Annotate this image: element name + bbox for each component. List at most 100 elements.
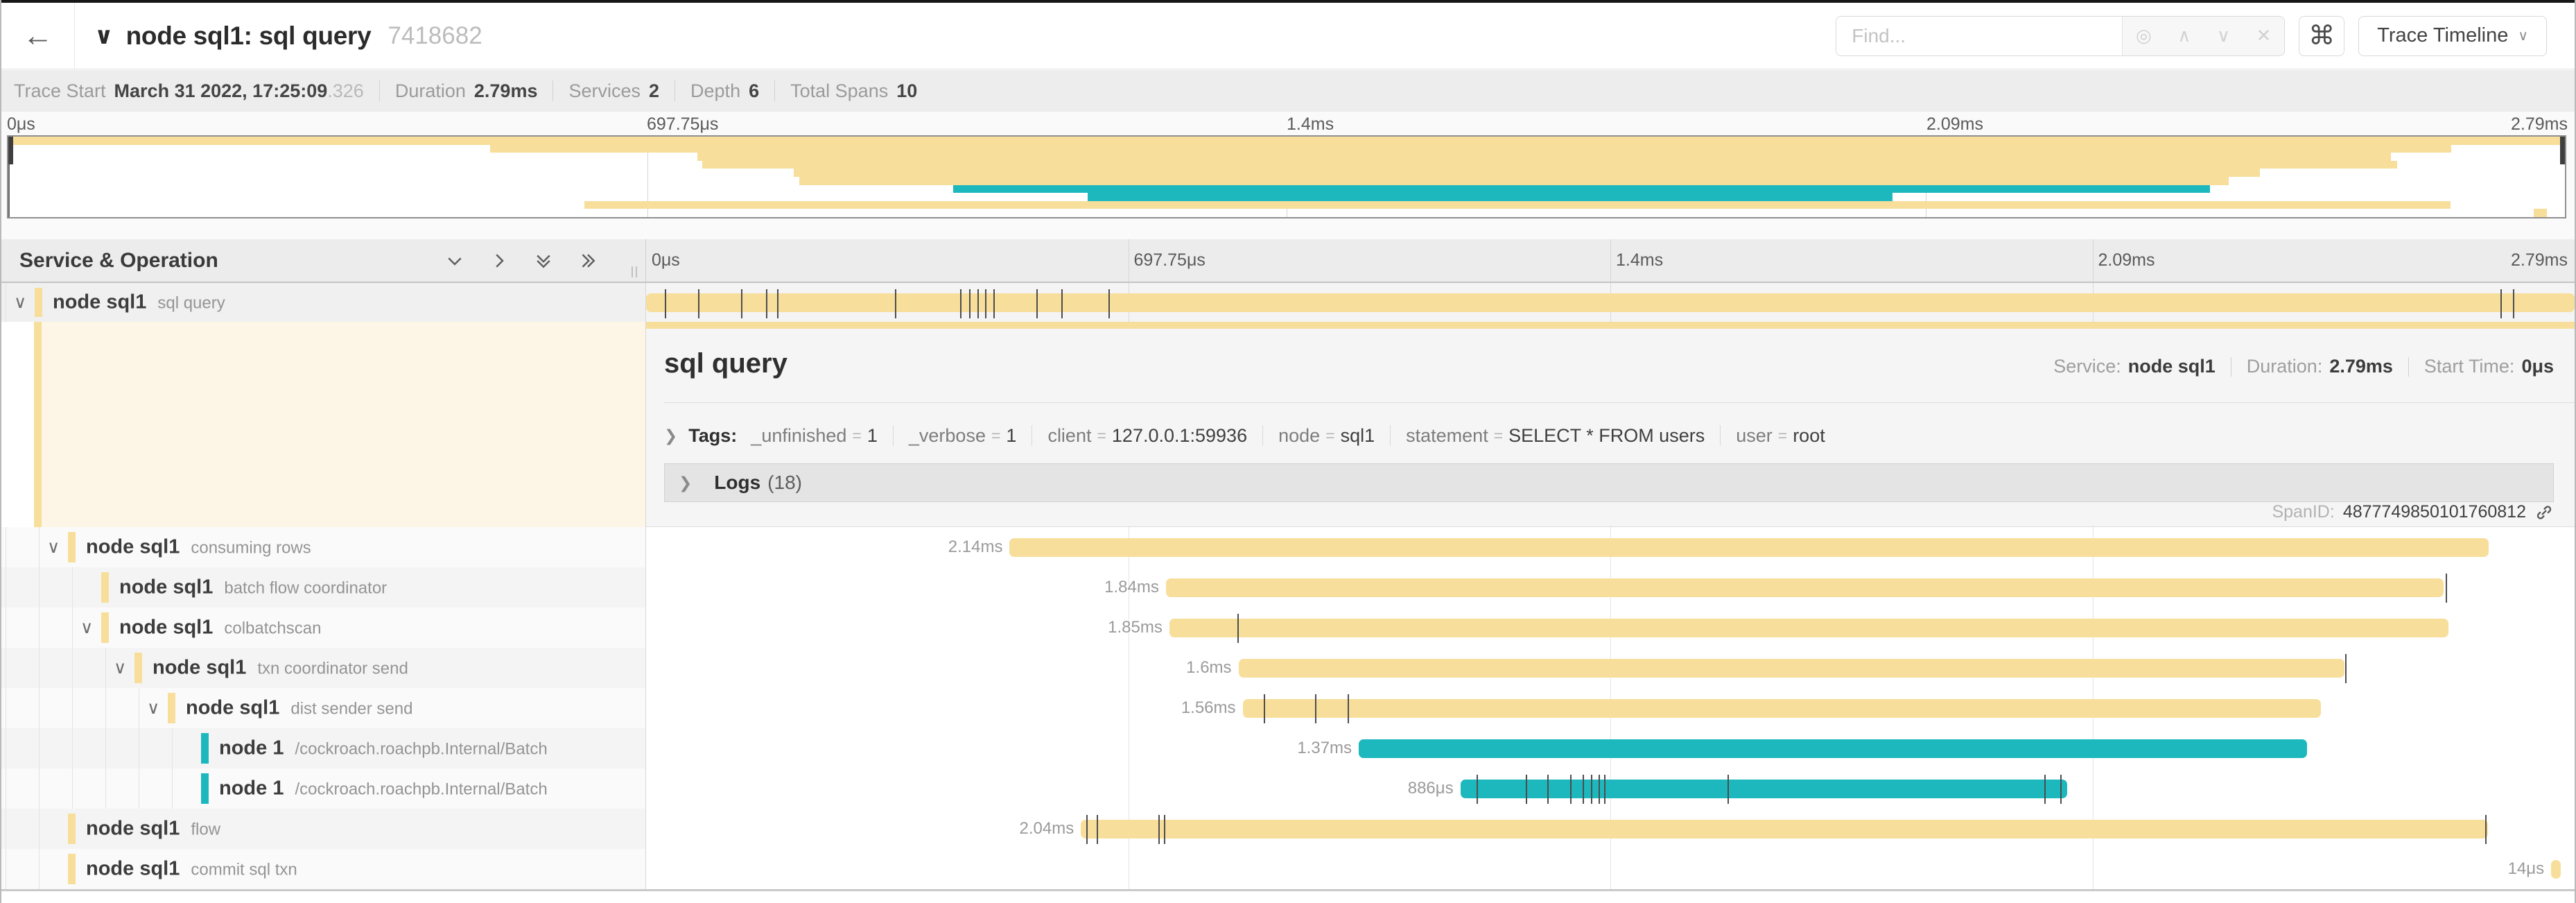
span-color-accent bbox=[101, 612, 109, 643]
span-tree-cell[interactable]: node 1/cockroach.roachpb.Internal/Batch bbox=[1, 768, 646, 809]
trace-info-item: Total Spans 10 bbox=[790, 80, 918, 101]
span-row[interactable]: node sql1 flow 2.04ms bbox=[1, 809, 2575, 849]
span-log-tick bbox=[2044, 775, 2046, 804]
expand-all-icon[interactable] bbox=[577, 250, 598, 271]
span-tree-cell[interactable]: ∨ node sql1 dist sender send bbox=[1, 688, 646, 728]
span-tree-cell[interactable]: node sql1 commit sql txn bbox=[1, 849, 646, 889]
span-log-tick bbox=[1570, 775, 1572, 804]
span-duration-label: 886μs bbox=[1407, 779, 1454, 798]
span-duration-bar[interactable] bbox=[1165, 578, 2444, 597]
span-duration-bar[interactable] bbox=[1460, 780, 2068, 798]
expand-one-icon[interactable] bbox=[489, 250, 510, 271]
indent-guide bbox=[72, 648, 73, 688]
span-bar-cell[interactable]: 886μs bbox=[646, 768, 2575, 809]
span-bar-cell[interactable] bbox=[646, 283, 2575, 322]
match-case-icon[interactable]: ◎ bbox=[2136, 25, 2152, 46]
collapse-span-chevron-icon[interactable]: ∨ bbox=[114, 658, 127, 678]
indent-guide bbox=[39, 688, 40, 728]
span-bar-cell[interactable]: 1.85ms bbox=[646, 608, 2575, 648]
keyboard-shortcuts-button[interactable]: ⌘ bbox=[2299, 15, 2345, 56]
span-bar-cell[interactable]: 2.04ms bbox=[646, 809, 2575, 849]
span-tree-cell[interactable]: ∨ node sql1 sql query bbox=[1, 283, 646, 322]
collapse-trace-chevron-icon[interactable]: ∨ bbox=[94, 22, 114, 49]
span-duration-label: 1.84ms bbox=[1104, 578, 1159, 596]
link-icon[interactable] bbox=[2534, 503, 2554, 522]
span-detail-left-fill bbox=[42, 322, 645, 527]
top-bar-actions: ◎ ∧ ∨ ✕ ⌘ Trace Timeline ∨ bbox=[1836, 15, 2575, 56]
span-duration-label: 1.85ms bbox=[1108, 618, 1163, 637]
tag-item: client = 127.0.0.1:59936 bbox=[1047, 424, 1248, 446]
timeline-axis: 0μs 697.75μs 1.4ms 2.09ms 2.79ms bbox=[646, 239, 2575, 282]
span-detail-panel: sql query Service: node sql1 Duration: 2… bbox=[646, 322, 2575, 527]
span-bar-cell[interactable]: 1.6ms bbox=[646, 648, 2575, 688]
span-duration-bar[interactable] bbox=[1242, 699, 2322, 718]
minimap-span-bar bbox=[8, 137, 2565, 145]
minimap-canvas[interactable] bbox=[7, 135, 2566, 218]
span-bar-cell[interactable]: 14μs bbox=[646, 849, 2575, 889]
span-bar-cell[interactable]: 1.56ms bbox=[646, 688, 2575, 728]
span-row[interactable]: node 1/cockroach.roachpb.Internal/Batch 8… bbox=[1, 768, 2575, 809]
overview-tick-label: 697.75μs bbox=[647, 114, 719, 134]
logs-accordion[interactable]: ❯ Logs (18) bbox=[664, 463, 2554, 502]
trace-timeline-dropdown[interactable]: Trace Timeline ∨ bbox=[2358, 15, 2547, 56]
trace-title-wrap[interactable]: ∨ node sql1: sql query 7418682 bbox=[94, 22, 482, 51]
axis-gridline bbox=[2092, 239, 2094, 282]
span-bar-cell[interactable]: 1.37ms bbox=[646, 728, 2575, 768]
prev-result-icon[interactable]: ∧ bbox=[2177, 25, 2191, 46]
indent-guide bbox=[39, 648, 40, 688]
span-duration-bar[interactable] bbox=[1009, 538, 2489, 557]
service-operation-title: Service & Operation bbox=[19, 248, 218, 272]
overview-tick-label: 0μs bbox=[7, 114, 35, 134]
collapse-span-chevron-icon[interactable]: ∨ bbox=[80, 618, 94, 637]
span-row[interactable]: ∨ node sql1 sql query bbox=[1, 283, 2575, 322]
span-row[interactable]: node 1/cockroach.roachpb.Internal/Batch 1… bbox=[1, 728, 2575, 768]
viewport-scrubber-handle[interactable] bbox=[2560, 137, 2565, 164]
span-log-tick bbox=[968, 289, 971, 318]
operation-name: dist sender send bbox=[290, 699, 413, 719]
service-name: node sql1 txn coordinator send bbox=[153, 656, 408, 679]
viewport-scrubber-line[interactable] bbox=[8, 137, 10, 217]
span-duration-bar[interactable] bbox=[1081, 820, 2489, 839]
span-duration-bar[interactable] bbox=[1238, 659, 2344, 678]
collapse-span-chevron-icon[interactable]: ∨ bbox=[14, 293, 27, 312]
viewport-scrubber-handle[interactable] bbox=[8, 137, 13, 164]
span-duration-bar[interactable] bbox=[646, 293, 2575, 312]
span-row[interactable]: node sql1 commit sql txn 14μs bbox=[1, 849, 2575, 889]
span-log-tick bbox=[977, 289, 979, 318]
span-row[interactable]: ∨ node sql1 dist sender send 1.56ms bbox=[1, 688, 2575, 728]
back-button[interactable]: ← bbox=[1, 3, 75, 69]
span-row[interactable]: ∨ node sql1 colbatchscan 1.85ms bbox=[1, 608, 2575, 648]
find-input[interactable] bbox=[1836, 16, 2123, 55]
span-duration-bar[interactable] bbox=[2551, 860, 2561, 879]
collapse-span-chevron-icon[interactable]: ∨ bbox=[47, 538, 60, 557]
span-tree-cell[interactable]: node sql1 batch flow coordinator bbox=[1, 567, 646, 608]
span-tree-cell[interactable]: node sql1 flow bbox=[1, 809, 646, 849]
span-tree-cell[interactable]: ∨ node sql1 txn coordinator send bbox=[1, 648, 646, 688]
span-row[interactable]: ∨ node sql1 consuming rows 2.14ms bbox=[1, 527, 2575, 567]
collapse-one-icon[interactable] bbox=[444, 250, 465, 271]
span-row[interactable]: node sql1 batch flow coordinator 1.84ms bbox=[1, 567, 2575, 608]
tags-accordion[interactable]: ❯ Tags: _unfinished = 1 _verbose = 1 client = 12… bbox=[664, 416, 2554, 455]
next-result-icon[interactable]: ∨ bbox=[2216, 25, 2231, 46]
find-box: ◎ ∧ ∨ ✕ bbox=[1836, 15, 2286, 56]
span-tree-cell[interactable]: node 1/cockroach.roachpb.Internal/Batch bbox=[1, 728, 646, 768]
span-tree-cell[interactable]: ∨ node sql1 consuming rows bbox=[1, 527, 646, 567]
collapse-span-chevron-icon[interactable]: ∨ bbox=[147, 698, 160, 718]
indent-guide bbox=[105, 768, 106, 809]
window-top-edge bbox=[1, 0, 2575, 3]
indent-guide bbox=[72, 728, 73, 768]
span-bar-cell[interactable]: 2.14ms bbox=[646, 527, 2575, 567]
span-duration-bar[interactable] bbox=[1359, 739, 2308, 758]
span-row[interactable]: ∨ node sql1 txn coordinator send 1.6ms bbox=[1, 648, 2575, 688]
span-color-accent bbox=[134, 653, 142, 683]
span-log-tick bbox=[1315, 694, 1317, 723]
column-resize-grip[interactable] bbox=[632, 266, 637, 277]
span-duration-bar[interactable] bbox=[1169, 619, 2448, 637]
collapse-all-icon[interactable] bbox=[533, 250, 554, 271]
clear-search-icon[interactable]: ✕ bbox=[2256, 25, 2272, 46]
axis-tick-label: 2.09ms bbox=[2098, 250, 2155, 270]
operation-name: colbatchscan bbox=[224, 619, 322, 638]
span-bar-cell[interactable]: 1.84ms bbox=[646, 567, 2575, 608]
span-tree-cell[interactable]: ∨ node sql1 colbatchscan bbox=[1, 608, 646, 648]
span-color-accent bbox=[68, 814, 76, 844]
